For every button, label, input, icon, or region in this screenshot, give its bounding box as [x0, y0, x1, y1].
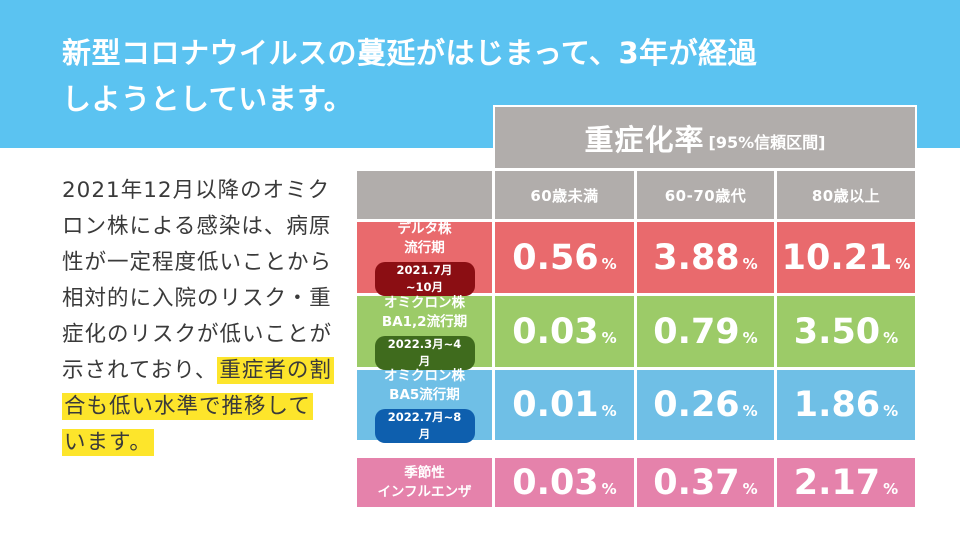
value-number: 0.26	[653, 385, 740, 425]
page-title: 新型コロナウイルスの蔓延がはじまって、3年が経過 しようとしています。	[62, 30, 932, 122]
percent-unit: %	[883, 479, 899, 498]
table-title: 重症化率 [95%信頼区間]	[493, 105, 917, 170]
column-header-60-70: 60-70歳代	[637, 171, 774, 219]
period-badge: 2021.7月~10月	[374, 261, 475, 296]
percent-unit: %	[883, 328, 899, 347]
column-header-under-60: 60歳未満	[495, 171, 634, 219]
value-cell: 0.79%	[637, 296, 774, 367]
value-cell: 3.88%	[637, 222, 774, 293]
percent-unit: %	[601, 402, 617, 420]
row-label-line1: 季節性	[404, 464, 445, 481]
page-title-line2: しようとしています。	[62, 82, 354, 116]
percent-unit: %	[742, 402, 758, 420]
row-label-line1: デルタ株	[397, 220, 452, 237]
value-number: 0.01	[512, 385, 599, 425]
percent-unit: %	[883, 402, 899, 420]
value-cell: 0.56%	[495, 222, 634, 293]
page-title-line1: 新型コロナウイルスの蔓延がはじまって、3年が経過	[62, 36, 758, 70]
percent-unit: %	[742, 479, 758, 498]
value-number: 1.86	[793, 385, 881, 425]
value-cell: 10.21%	[777, 222, 915, 293]
body-text-plain: 2021年12月以降のオミクロン株による感染は、病原性が一定程度低いことから相対…	[62, 178, 333, 383]
percent-unit: %	[601, 254, 617, 273]
value-cell: 0.26%	[637, 370, 774, 440]
corner-cell	[357, 171, 492, 219]
value-number: 3.50	[793, 311, 881, 352]
value-cell: 0.01%	[495, 370, 634, 440]
row-label-line1: オミクロン株	[384, 294, 465, 311]
value-cell: 1.86%	[777, 370, 915, 440]
period-badge: 2022.7月~8月	[374, 409, 475, 443]
value-cell: 0.03%	[495, 458, 634, 507]
value-number: 10.21	[781, 237, 893, 278]
table-title-main: 重症化率	[584, 122, 705, 157]
value-number: 0.37	[653, 462, 740, 503]
row-label-delta: デルタ株 流行期 2021.7月~10月	[357, 220, 492, 296]
row-label-line1: オミクロン株	[384, 368, 465, 384]
row-label-line2: 流行期	[404, 239, 445, 256]
value-number: 0.03	[512, 311, 599, 352]
row-label-omicron-ba12: オミクロン株 BA1,2流行期 2022.3月~4月	[357, 294, 492, 370]
percent-unit: %	[601, 328, 617, 347]
value-number: 0.03	[512, 462, 599, 503]
percent-unit: %	[601, 479, 617, 498]
percent-unit: %	[895, 254, 911, 273]
row-label-line2: BA1,2流行期	[381, 313, 468, 330]
row-label-seasonal-influenza: 季節性 インフルエンザ	[357, 458, 492, 507]
table-title-sub: [95%信頼区間]	[708, 132, 826, 152]
value-number: 2.17	[793, 462, 881, 503]
value-cell: 0.03%	[495, 296, 634, 367]
value-cell: 2.17%	[777, 458, 915, 507]
value-number: 0.79	[653, 311, 740, 352]
row-label-omicron-ba5: オミクロン株 BA5流行期 2022.7月~8月	[357, 368, 492, 443]
value-number: 0.56	[512, 237, 599, 278]
body-paragraph: 2021年12月以降のオミクロン株による感染は、病原性が一定程度低いことから相対…	[62, 173, 334, 461]
row-label-line2: BA5流行期	[389, 387, 460, 403]
value-cell: 3.50%	[777, 296, 915, 367]
percent-unit: %	[742, 254, 758, 273]
value-cell: 0.37%	[637, 458, 774, 507]
column-header-80-plus: 80歳以上	[777, 171, 915, 219]
period-badge: 2022.3月~4月	[374, 335, 475, 370]
value-number: 3.88	[653, 237, 740, 278]
row-label-line2: インフルエンザ	[377, 483, 472, 500]
percent-unit: %	[742, 328, 758, 347]
